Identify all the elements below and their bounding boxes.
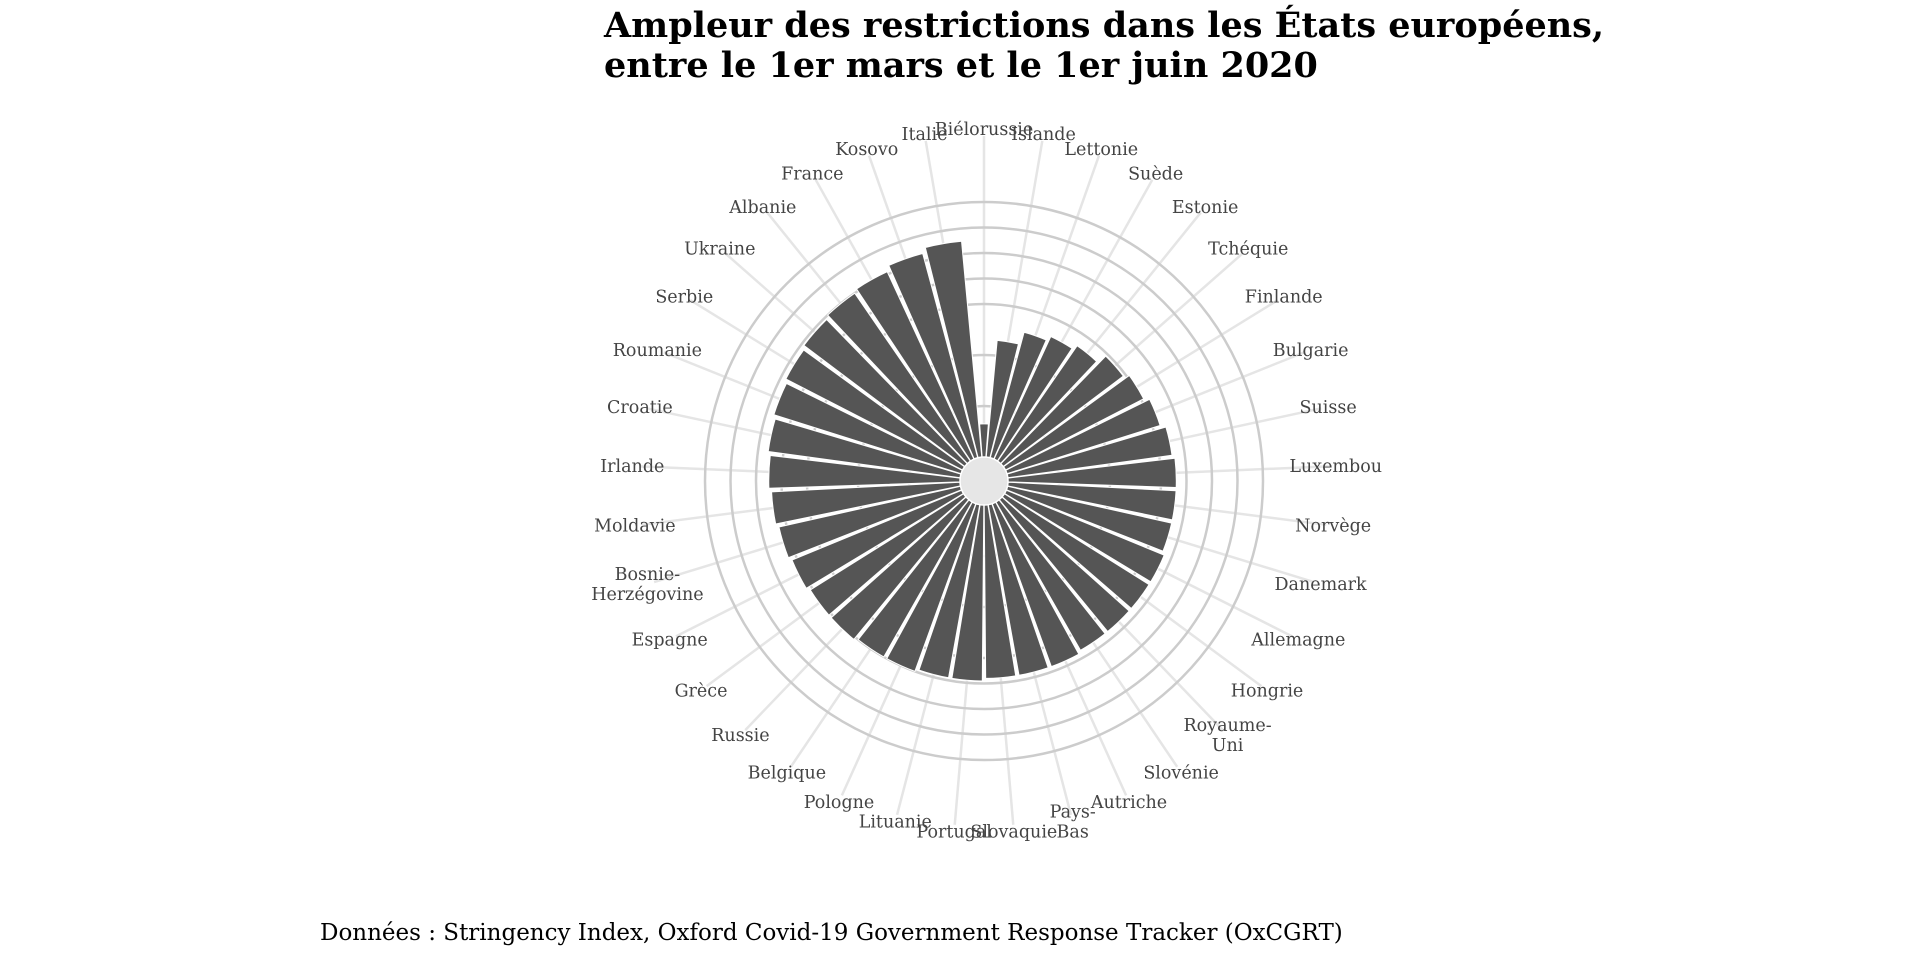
category-label-line: Islande — [1011, 125, 1076, 145]
category-label-line: Allemagne — [1250, 630, 1345, 650]
category-label-line: Bas — [1057, 823, 1089, 843]
category-label-line: Lettonie — [1064, 140, 1138, 160]
category-label: Pologne — [804, 793, 875, 813]
category-label-line: Suède — [1128, 165, 1183, 185]
category-label: Islande — [1011, 125, 1076, 145]
category-label-line: Italie — [902, 125, 948, 145]
category-label: Norvège — [1295, 517, 1371, 537]
category-label-line: Pays- — [1050, 803, 1096, 823]
category-label-line: Bosnie- — [615, 565, 681, 585]
category-label: Luxembou — [1289, 457, 1382, 477]
category-label-line: Slovaquie — [970, 823, 1057, 843]
category-label-line: Slovénie — [1143, 764, 1219, 784]
category-label-line: Ukraine — [684, 239, 755, 259]
category-label: Suède — [1128, 165, 1183, 185]
category-label: Moldavie — [594, 517, 676, 537]
category-label-line: Kosovo — [835, 140, 898, 160]
category-label: Suisse — [1300, 398, 1357, 418]
category-label-line: Autriche — [1090, 793, 1167, 813]
category-label: Irlande — [600, 457, 664, 477]
category-label-line: Uni — [1212, 736, 1244, 756]
category-label-line: Roumanie — [613, 341, 702, 361]
category-label-line: Portugal — [916, 823, 992, 843]
category-label: Danemark — [1275, 575, 1367, 595]
data-source-caption: Données : Stringency Index, Oxford Covid… — [320, 920, 1343, 946]
category-label-line: Luxembou — [1289, 457, 1382, 477]
category-label: Slovaquie — [970, 823, 1057, 843]
category-label: Bosnie-Herzégovine — [591, 565, 703, 605]
category-label: Lituanie — [859, 813, 932, 833]
category-label: Portugal — [916, 823, 992, 843]
category-label-line: Espagne — [632, 630, 708, 650]
category-label: Lettonie — [1064, 140, 1138, 160]
category-label-line: Bulgarie — [1273, 341, 1349, 361]
category-label: Kosovo — [835, 140, 898, 160]
category-label: Ukraine — [684, 239, 755, 259]
grid-ring — [703, 200, 1265, 762]
category-label: Serbie — [655, 287, 713, 307]
category-label: Espagne — [632, 630, 708, 650]
category-label: Russie — [711, 726, 769, 746]
category-label-line: Irlande — [600, 457, 664, 477]
center-disc — [959, 456, 1009, 506]
category-label-line: Herzégovine — [591, 585, 703, 605]
category-label: Roumanie — [613, 341, 702, 361]
category-label: Allemagne — [1250, 630, 1345, 650]
category-label: Royaume-Uni — [1183, 716, 1271, 756]
category-label-line: France — [781, 165, 843, 185]
category-label-line: Albanie — [728, 198, 796, 218]
category-label-line: Moldavie — [594, 517, 676, 537]
category-label-line: Estonie — [1172, 198, 1239, 218]
grid-ring — [729, 226, 1239, 736]
category-label: Hongrie — [1231, 681, 1304, 701]
category-label-line: Croatie — [607, 398, 673, 418]
category-label: Pays-Bas — [1050, 803, 1096, 843]
category-label: France — [781, 165, 843, 185]
category-label-line: Danemark — [1275, 575, 1367, 595]
category-label-line: Royaume- — [1183, 716, 1271, 736]
category-label-line: Tchéquie — [1208, 239, 1288, 259]
chart-title-line-1: Ampleur des restrictions dans les États … — [604, 5, 1605, 46]
category-label: Biélorussie — [935, 120, 1034, 140]
category-label: Tchéquie — [1208, 239, 1288, 259]
category-label-line: Finlande — [1245, 287, 1323, 307]
category-label-line: Belgique — [748, 764, 826, 784]
category-label-line: Serbie — [655, 287, 713, 307]
category-label-line: Grèce — [675, 681, 728, 701]
category-label: Albanie — [728, 198, 796, 218]
category-label: Italie — [902, 125, 948, 145]
category-label-line: Hongrie — [1231, 681, 1304, 701]
category-label: Grèce — [675, 681, 728, 701]
category-label-line: Pologne — [804, 793, 875, 813]
chart-title: Ampleur des restrictions dans les États … — [604, 6, 1704, 86]
category-label-line: Suisse — [1300, 398, 1357, 418]
category-label: Belgique — [748, 764, 826, 784]
category-label-line: Biélorussie — [935, 120, 1034, 140]
category-label-line: Russie — [711, 726, 769, 746]
category-label: Slovénie — [1143, 764, 1219, 784]
category-label: Croatie — [607, 398, 673, 418]
grid-ring — [754, 251, 1214, 711]
category-label: Bulgarie — [1273, 341, 1349, 361]
category-label-line: Lituanie — [859, 813, 932, 833]
category-label: Finlande — [1245, 287, 1323, 307]
category-label-line: Norvège — [1295, 517, 1371, 537]
chart-title-line-2: entre le 1er mars et le 1er juin 2020 — [604, 45, 1318, 86]
bar-layer — [767, 240, 1177, 682]
category-label: Autriche — [1090, 793, 1167, 813]
category-label: Estonie — [1172, 198, 1239, 218]
